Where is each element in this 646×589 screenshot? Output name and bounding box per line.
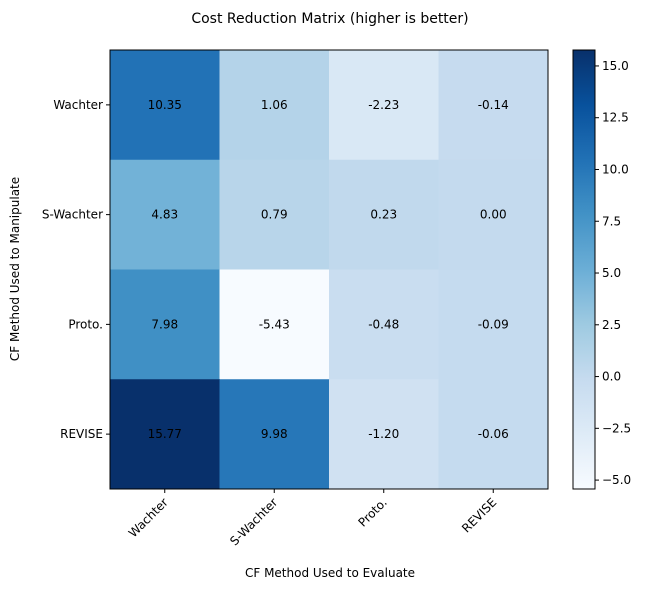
heatmap-cell (438, 269, 549, 380)
heatmap-cell (329, 269, 439, 380)
heatmap-cell (219, 269, 330, 380)
heatmap-cell (110, 269, 220, 380)
heatmap-cell (438, 159, 549, 270)
cell-value-label: -2.23 (368, 98, 399, 112)
cell-value-label: 0.00 (480, 208, 507, 222)
cell-value-label: -1.20 (368, 427, 399, 441)
cell-value-label: 9.98 (261, 427, 288, 441)
colorbar-tick-label: 7.5 (602, 214, 621, 228)
cell-value-label: -0.14 (478, 98, 509, 112)
y-tick-label: Proto. (68, 317, 103, 331)
y-axis-label: CF Method Used to Manipulate (8, 177, 22, 361)
heatmap-cell (219, 159, 330, 270)
x-axis: Wachter S-Wachter Proto. REVISE (126, 489, 499, 548)
heatmap-cell (329, 50, 439, 161)
x-tick-label: Proto. (355, 495, 389, 529)
heatmap-cell (438, 50, 549, 161)
colorbar-tick-label: 15.0 (602, 59, 629, 73)
colorbar-tick-label: 10.0 (602, 162, 629, 176)
x-tick-label: Wachter (126, 495, 171, 540)
cell-value-label: -5.43 (259, 317, 290, 331)
cell-value-label: 15.77 (148, 427, 182, 441)
x-axis-label: CF Method Used to Evaluate (245, 566, 415, 580)
cell-value-label: -0.09 (478, 317, 509, 331)
cell-value-label: -0.48 (368, 317, 399, 331)
heatmap-cell (110, 159, 220, 270)
colorbar-tick-label: −5.0 (602, 473, 631, 487)
cell-value-label: 10.35 (148, 98, 182, 112)
heatmap-cell (329, 159, 439, 270)
cell-value-label: 7.98 (151, 317, 178, 331)
plot-frame (109, 49, 549, 490)
heatmap-cell (219, 379, 330, 490)
heatmap-cells: 10.35 1.06 -2.23 -0.14 4.83 0.79 0.23 0.00 7.98 -… (110, 50, 549, 490)
heatmap-cell (438, 379, 549, 490)
colorbar-tick-label: −2.5 (602, 421, 631, 435)
y-tick-label: S-Wachter (42, 208, 103, 222)
colorbar-ticks: −5.0 −2.5 0.0 2.5 5.0 7.5 10.0 12.5 15.0 (595, 59, 631, 487)
x-tick-label: S-Wachter (227, 495, 280, 548)
chart-title: Cost Reduction Matrix (higher is better) (191, 11, 468, 27)
y-axis: Wachter S-Wachter Proto. REVISE (42, 98, 110, 441)
cell-value-label: 0.79 (261, 208, 288, 222)
heatmap-cell (219, 50, 330, 161)
colorbar-tick-label: 5.0 (602, 266, 621, 280)
colorbar-tick-label: 12.5 (602, 111, 629, 125)
y-tick-label: REVISE (60, 427, 103, 441)
colorbar-tick-label: 2.5 (602, 318, 621, 332)
colorbar (572, 49, 596, 490)
cell-value-label: 0.23 (370, 208, 397, 222)
colorbar-tick-label: 0.0 (602, 370, 621, 384)
heatmap-cell (110, 50, 220, 161)
heatmap-cell (110, 379, 220, 490)
x-tick-label: REVISE (459, 495, 499, 535)
cell-value-label: 4.83 (151, 208, 178, 222)
cell-value-label: -0.06 (478, 427, 509, 441)
cell-value-label: 1.06 (261, 98, 288, 112)
y-tick-label: Wachter (53, 98, 103, 112)
heatmap-cell (329, 379, 439, 490)
